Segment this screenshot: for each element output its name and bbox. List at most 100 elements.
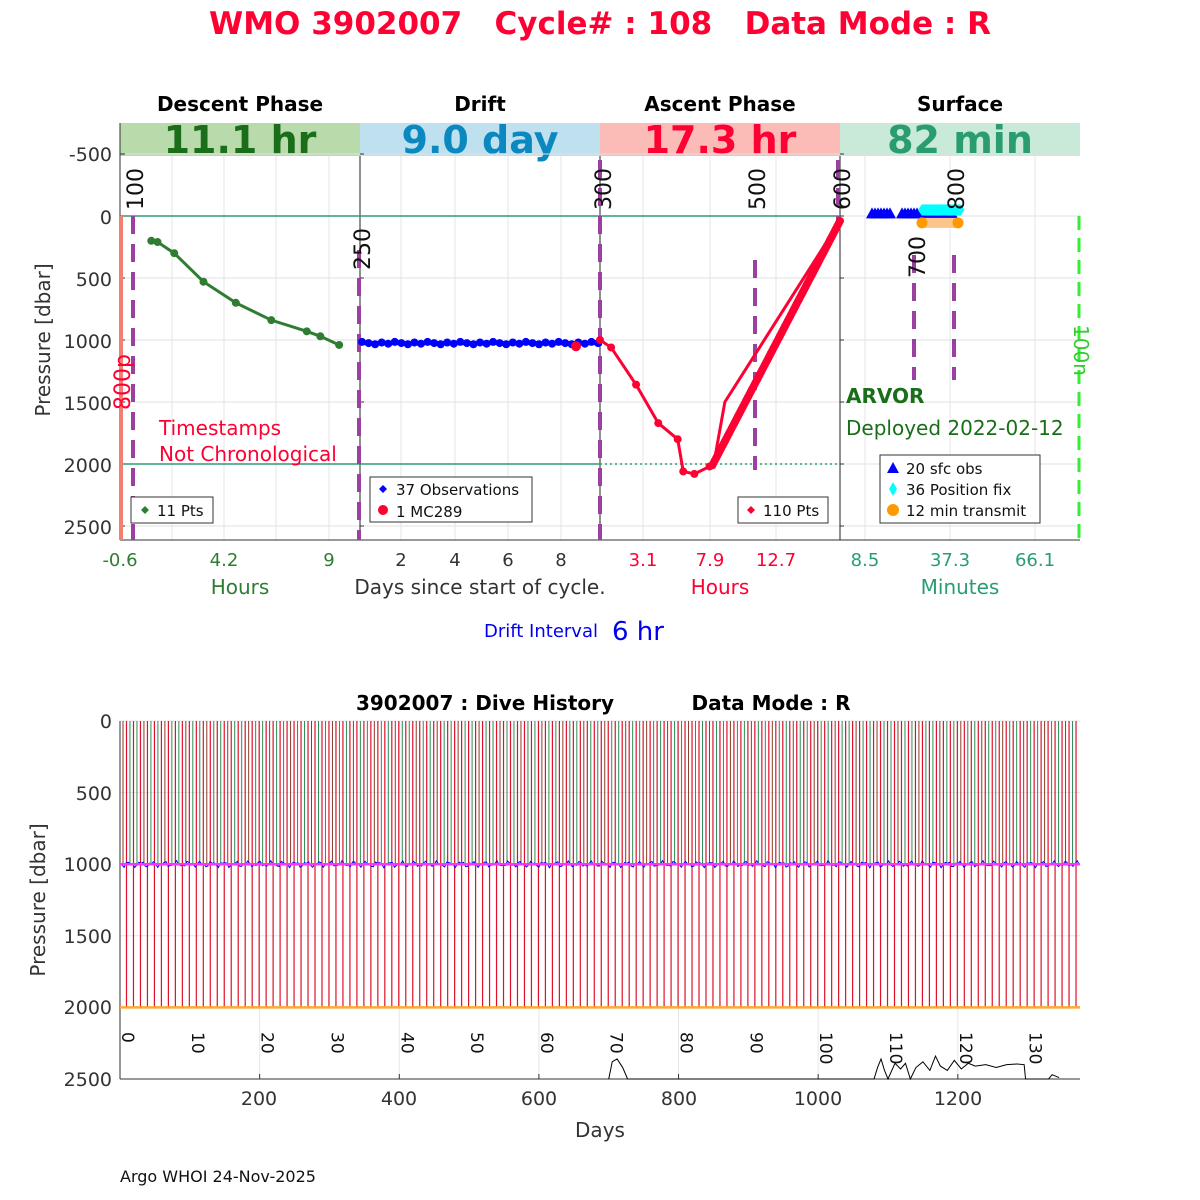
- ascent-point: [596, 336, 604, 344]
- ascent-x-tick: 12.7: [756, 550, 796, 571]
- descent-point: [153, 238, 162, 247]
- phase-surface-duration: 82 min: [887, 118, 1033, 162]
- drift-observation-point: [502, 340, 511, 349]
- cycle-number-label: 60: [536, 1032, 556, 1054]
- cycle-number-label: 50: [466, 1032, 486, 1054]
- dive-history-title: 3902007 : Dive History: [356, 691, 614, 715]
- cycle-number-label: 130: [1025, 1032, 1045, 1064]
- ascent-point: [690, 469, 699, 478]
- drift-observation-point: [580, 339, 589, 348]
- ascent-point: [673, 435, 682, 444]
- marker-600-label: 600: [831, 168, 856, 210]
- drift-observation-point: [521, 337, 530, 346]
- bottom-x-tick: 600: [521, 1088, 557, 1110]
- drift-observation-point: [561, 339, 570, 348]
- top-plot-data: [147, 204, 965, 478]
- bottom-y-tick: 500: [76, 783, 112, 805]
- cycle-number-label: 0: [117, 1032, 137, 1043]
- phase-drift-duration: 9.0 day: [402, 118, 559, 162]
- drift-observation-point: [541, 338, 550, 347]
- cycle-number-label: 40: [396, 1032, 416, 1054]
- interval-trace: [608, 1054, 1060, 1081]
- surface-legend-obs-label: 20 sfc obs: [906, 460, 983, 478]
- marker-700-label: 700: [906, 236, 931, 278]
- top-y-tick: 2000: [64, 455, 112, 477]
- drift-observation-point: [548, 339, 557, 348]
- ascent-x-label: Hours: [691, 575, 750, 599]
- marker-100n-label: 100n: [1069, 325, 1093, 376]
- drift-observation-point: [371, 340, 380, 349]
- descent-x-tick: 4.2: [210, 550, 239, 571]
- surface-legend: 20 sfc obs 36 Position fix 12 min transm…: [879, 454, 1041, 524]
- surface-x-label: Minutes: [921, 575, 1000, 599]
- surface-x-tick: 66.1: [1015, 550, 1055, 571]
- drift-observation-point: [515, 339, 524, 348]
- drift-observation-point: [430, 339, 439, 348]
- descent-point: [335, 340, 344, 349]
- descent-point: [267, 316, 276, 325]
- legend-red-circle: [378, 505, 388, 515]
- top-y-tick: 1500: [64, 393, 112, 415]
- drift-observation-point: [476, 338, 484, 347]
- ascent-point: [607, 343, 616, 352]
- ascent-profile-line: [599, 220, 842, 476]
- drift-observation-point: [495, 339, 504, 348]
- figure-title: WMO 3902007 Cycle# : 108 Data Mode : R: [209, 6, 991, 42]
- phase-descent-duration: 11.1 hr: [164, 118, 317, 162]
- legend-orange-circle: [887, 504, 899, 516]
- cycle-number-label: 80: [676, 1032, 696, 1054]
- marker-500-label: 500: [746, 168, 771, 210]
- drift-observation-point: [449, 339, 458, 348]
- drift-observation-point: [489, 337, 498, 346]
- bottom-y-axis-label: Pressure [dbar]: [26, 823, 50, 976]
- surface-x-tick: 37.3: [930, 550, 970, 571]
- bottom-y-tick: 2500: [64, 1069, 112, 1091]
- descent-point: [231, 298, 240, 307]
- legend-blue-triangle: [887, 462, 899, 473]
- marker-100-label: 100: [124, 168, 149, 210]
- drift-observation-point: [423, 337, 432, 346]
- drift-x-tick: 6: [502, 550, 513, 571]
- descent-point: [316, 332, 325, 341]
- ascent-legend: 110 Pts: [737, 496, 829, 524]
- bottom-y-tick: 0: [100, 711, 112, 733]
- phase-drift-name: Drift: [454, 92, 506, 116]
- top-y-tick: 2500: [64, 517, 112, 539]
- drift-legend-obs-label: 37 Observations: [396, 481, 519, 499]
- phase-ascent-duration: 17.3 hr: [644, 118, 797, 162]
- ascent-x-tick: 3.1: [629, 550, 658, 571]
- surface-legend-fix-label: 36 Position fix: [906, 481, 1011, 499]
- drift-legend: 37 Observations 1 MC289: [369, 476, 533, 523]
- top-y-tick: 500: [76, 269, 112, 291]
- drift-observation-point: [535, 340, 543, 349]
- drift-observation-point: [417, 339, 425, 348]
- surface-x-tick: 8.5: [851, 550, 880, 571]
- phase-descent-band: [120, 123, 360, 156]
- bottom-x-tick: 1200: [934, 1088, 982, 1110]
- transmit-point: [952, 217, 964, 229]
- drift-x-tick: 8: [555, 550, 566, 571]
- surface-legend-transmit-label: 12 min transmit: [906, 502, 1026, 520]
- footer-credit: Argo WHOI 24-Nov-2025: [120, 1167, 316, 1186]
- descent-x-tick: 9: [323, 550, 334, 571]
- legend-green-diamond: [141, 506, 149, 514]
- drift-observation-point: [482, 339, 491, 348]
- ascent-point: [654, 419, 663, 428]
- phase-ascent-band: [600, 123, 840, 156]
- drift-x-tick: 4: [449, 550, 460, 571]
- marker-250-label: 250: [351, 228, 376, 270]
- descent-point: [147, 236, 156, 245]
- descent-x-tick: -0.6: [102, 550, 137, 571]
- dive-history-data-mode: Data Mode : R: [692, 691, 851, 715]
- marker-800p-label: 800p: [111, 354, 136, 410]
- cycle-number-label: 10: [187, 1032, 207, 1054]
- cycle-number-label: 70: [606, 1032, 626, 1054]
- ascent-point: [679, 467, 688, 476]
- bottom-y-tick: 1000: [64, 854, 112, 876]
- legend-blue-diamond: [379, 485, 387, 493]
- drift-observation-point: [554, 337, 563, 346]
- drift-observation-point: [456, 337, 465, 346]
- marker-800-label: 800: [945, 168, 970, 210]
- drift-interval-value: 6 hr: [612, 617, 664, 647]
